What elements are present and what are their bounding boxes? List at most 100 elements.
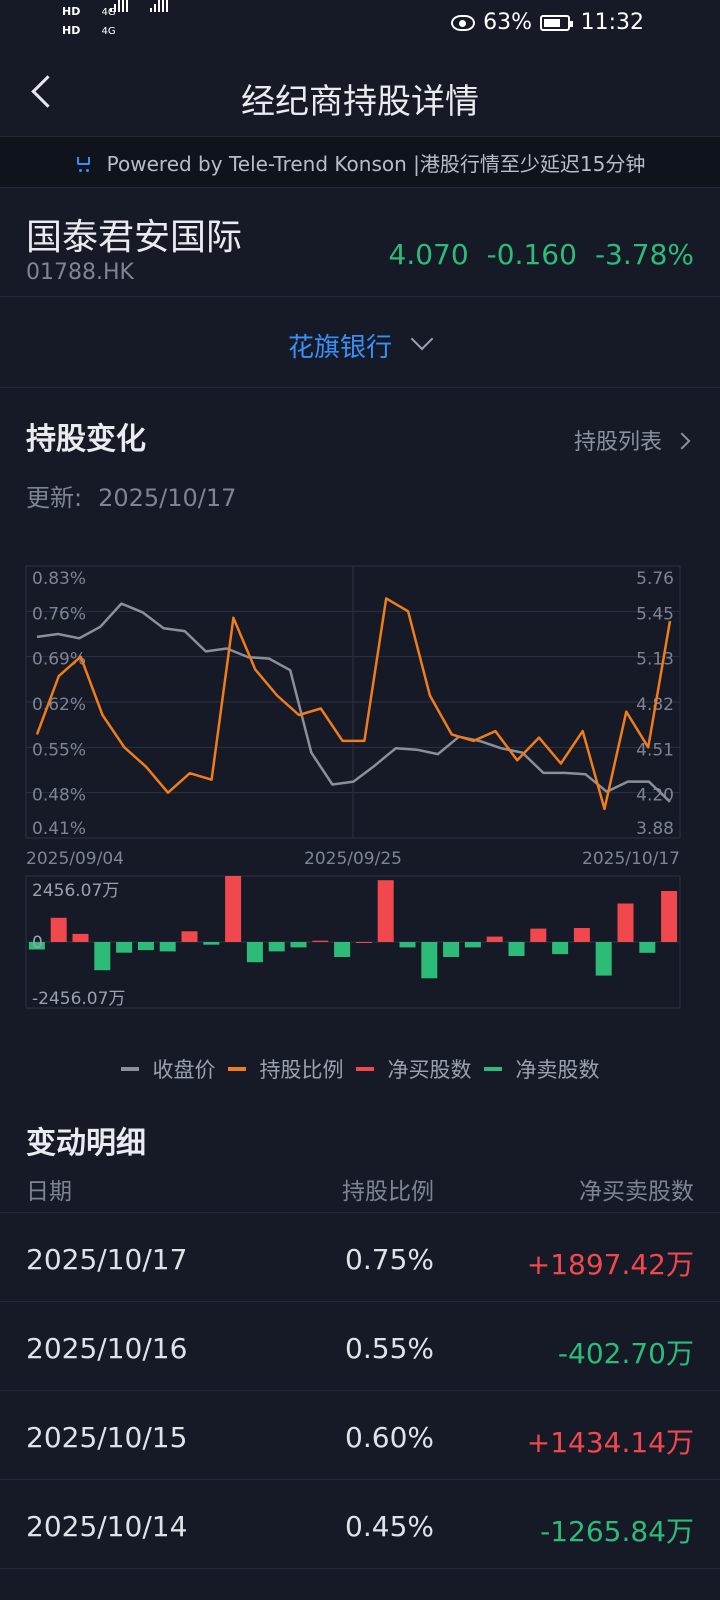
legend-label: 净买股数 — [387, 1058, 472, 1082]
row-ratio: 0.55% — [345, 1332, 434, 1365]
legend-label: 持股比例 — [259, 1058, 344, 1082]
update-label: 更新: — [26, 484, 83, 512]
hd-badge: HD — [62, 24, 81, 37]
sell-bar — [399, 942, 416, 948]
holdings-list-link[interactable]: 持股列表 — [573, 424, 691, 456]
clock: 11:32 — [580, 10, 644, 35]
sell-bar — [595, 942, 612, 976]
legend-item: 净卖股数 — [483, 1054, 600, 1084]
table-row[interactable]: 2025/10/16 0.55% -402.70万 — [0, 1302, 720, 1391]
buy-bar — [312, 940, 329, 942]
holdings-section-title: 持股变化 — [26, 422, 146, 457]
column-header-date: 日期 — [26, 1179, 72, 1205]
sell-bar — [552, 942, 569, 955]
column-header-ratio: 持股比例 — [342, 1179, 434, 1205]
network-indicators: HD 4G HD 4G — [62, 6, 116, 38]
sell-bar — [268, 942, 285, 952]
stock-header: 国泰君安国际 01788.HK 4.070 -0.160 -3.78% — [0, 186, 720, 297]
update-date: 2025/10/17 — [98, 484, 237, 512]
sell-bar — [137, 942, 154, 951]
series-line — [36, 602, 671, 803]
chevron-right-icon — [673, 432, 691, 450]
sell-bar — [246, 942, 263, 963]
y-right-tick-label: 5.13 — [636, 650, 674, 670]
update-info: 更新: 2025/10/17 — [26, 478, 236, 513]
battery-percent: 63% — [483, 10, 532, 35]
y-right-tick-label: 5.45 — [636, 604, 674, 624]
page-title: 经纪商持股详情 — [241, 82, 479, 122]
buy-bar — [181, 931, 198, 942]
row-date: 2025/10/16 — [26, 1332, 188, 1365]
y-right-tick-label: 4.20 — [636, 786, 674, 806]
y-left-tick-label: 0.62% — [32, 695, 86, 715]
buy-bar — [573, 928, 590, 942]
hd-badge: HD — [62, 5, 81, 18]
y-right-tick-label: 4.51 — [636, 740, 674, 760]
column-header-net: 净买卖股数 — [579, 1179, 694, 1205]
y-left-tick-label: 0.55% — [32, 740, 86, 760]
row-date: 2025/10/17 — [26, 1243, 188, 1276]
row-net-shares: -1265.84万 — [540, 1515, 694, 1548]
sell-bar — [508, 942, 525, 956]
row-ratio: 0.60% — [345, 1421, 434, 1454]
legend-item: 净买股数 — [355, 1054, 472, 1084]
y-left-tick-label: 0.41% — [32, 819, 86, 839]
series-line — [35, 597, 672, 811]
network-type: 4G — [101, 26, 116, 37]
sell-bar — [290, 942, 307, 948]
bar-tick-label: -2456.07万 — [32, 989, 125, 1009]
sell-bar — [203, 942, 220, 945]
status-right: 63% — [451, 10, 573, 35]
table-row[interactable]: 2025/10/14 0.45% -1265.84万 — [0, 1480, 720, 1569]
eye-icon — [451, 14, 476, 31]
sell-bar — [28, 942, 45, 950]
details-table-header: 日期 持股比例 净买卖股数 — [0, 1162, 720, 1213]
table-row[interactable]: 2025/10/17 0.75% +1897.42万 — [0, 1213, 720, 1302]
holdings-list-label: 持股列表 — [573, 430, 662, 455]
table-row[interactable]: 2025/10/15 0.60% +1434.14万 — [0, 1391, 720, 1480]
buy-bar — [355, 942, 372, 943]
x-tick-label: 2025/09/25 — [304, 849, 402, 869]
legend-swatch — [483, 1067, 502, 1071]
sell-bar — [421, 942, 438, 979]
holdings-chart: 0.83%0.76%0.69%0.62%0.55%0.48%0.41%5.765… — [25, 565, 681, 1009]
y-left-tick-label: 0.76% — [32, 604, 86, 624]
legend-swatch — [355, 1067, 374, 1071]
row-date: 2025/10/14 — [26, 1510, 188, 1543]
broker-selector[interactable]: 花旗银行 — [0, 297, 720, 388]
cart-icon — [75, 155, 93, 172]
buy-bar — [50, 917, 67, 942]
nav-bar: 经纪商持股详情 — [0, 48, 720, 136]
legend-label: 收盘价 — [152, 1058, 216, 1082]
y-left-tick-label: 0.83% — [32, 569, 86, 589]
legend-item: 持股比例 — [227, 1054, 344, 1084]
sell-bar — [464, 942, 481, 948]
sell-bar — [159, 942, 176, 952]
stock-change: -0.160 — [486, 238, 577, 271]
buy-bar — [377, 880, 394, 942]
row-net-shares: +1897.42万 — [526, 1248, 694, 1281]
sell-bar — [94, 942, 111, 971]
y-right-tick-label: 5.76 — [636, 569, 674, 589]
broker-name: 花旗银行 — [287, 333, 392, 363]
sell-bar — [443, 942, 460, 957]
row-ratio: 0.75% — [345, 1243, 434, 1276]
y-left-tick-label: 0.48% — [32, 786, 86, 806]
row-net-shares: -402.70万 — [557, 1337, 694, 1370]
battery-icon — [540, 14, 573, 31]
bar-tick-label: 0 — [32, 933, 43, 953]
row-net-shares: +1434.14万 — [526, 1426, 694, 1459]
buy-bar — [661, 891, 678, 942]
status-bar: HD 4G HD 4G 63% 11:32 — [0, 0, 720, 48]
notice-text: Powered by Tele-Trend Konson |港股行情至少延迟15… — [106, 151, 646, 176]
bar-tick-label: 2456.07万 — [32, 881, 119, 901]
stock-quote: 4.070 -0.160 -3.78% — [371, 238, 695, 271]
buy-bar — [486, 936, 503, 942]
stock-price: 4.070 — [388, 238, 469, 271]
sell-bar — [116, 942, 133, 953]
x-tick-label: 2025/10/17 — [582, 849, 680, 869]
legend-label: 净卖股数 — [515, 1058, 600, 1082]
chart-legend: 收盘价 持股比例 净买股数 净卖股数 — [0, 1054, 720, 1084]
buy-bar — [72, 933, 89, 942]
details-section-title: 变动明细 — [26, 1126, 146, 1161]
